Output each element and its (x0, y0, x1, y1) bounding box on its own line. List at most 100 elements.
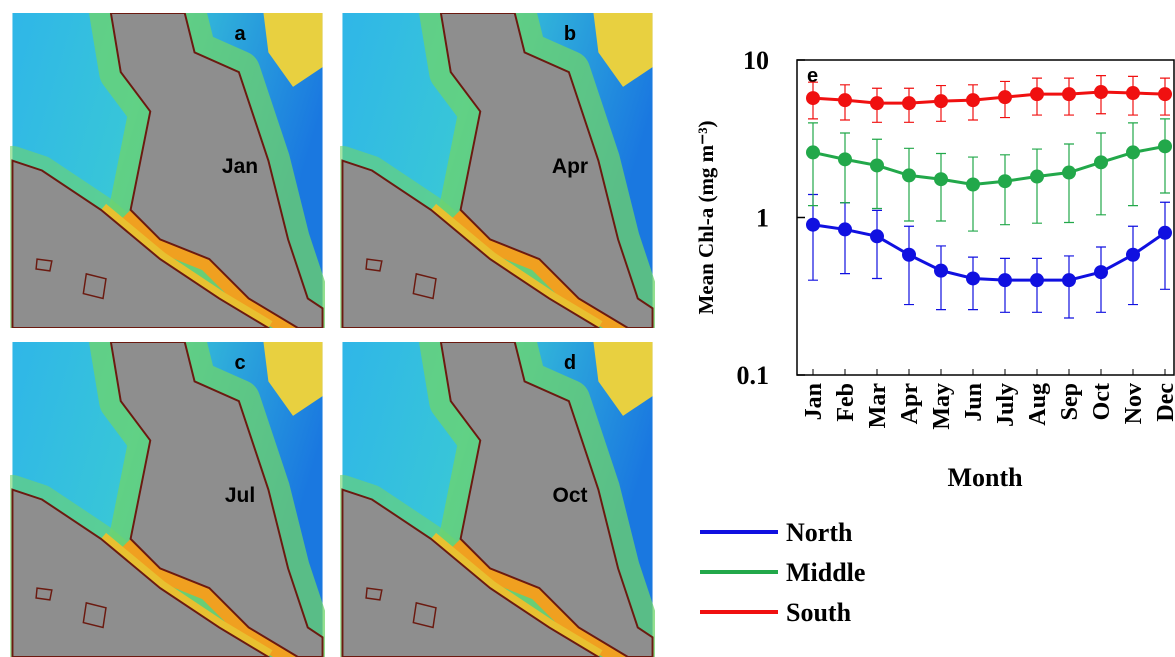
panel-letter: c (234, 352, 245, 374)
error-bar (1096, 132, 1106, 216)
map-image (342, 342, 652, 657)
error-bar (904, 225, 914, 306)
x-tick-label: Oct (1089, 383, 1115, 420)
y-tick-label: 10 (743, 46, 769, 75)
data-point (806, 91, 820, 106)
data-point (966, 93, 980, 108)
y-tick-label: 1 (756, 204, 769, 233)
series-line (812, 223, 1166, 282)
data-point (806, 217, 820, 232)
data-point (1094, 265, 1108, 280)
map-image (12, 342, 322, 657)
data-point (966, 271, 980, 286)
data-point (870, 96, 884, 111)
error-bar (1096, 246, 1106, 313)
legend-label: South (786, 598, 852, 627)
error-bar (872, 209, 882, 280)
error-bar (968, 156, 978, 232)
panel-letter: b (564, 23, 576, 45)
month-label: Oct (552, 484, 587, 507)
error-bar (1160, 201, 1170, 290)
plot-frame (796, 59, 1175, 376)
data-point (998, 90, 1012, 105)
error-bar (1128, 122, 1138, 207)
error-bar (1128, 225, 1138, 306)
data-point (934, 263, 948, 278)
data-point (1126, 86, 1140, 101)
data-point (838, 222, 852, 237)
map-panels: a Jan b Apr c Jul d Oct (12, 13, 652, 657)
error-bar (936, 245, 946, 311)
x-tick-label: Sep (1057, 383, 1083, 420)
data-point (1062, 273, 1076, 288)
data-point (934, 172, 948, 187)
data-point (966, 177, 980, 192)
data-point (1126, 247, 1140, 262)
month-label: Jul (225, 484, 255, 507)
data-point (870, 229, 884, 244)
x-axis-label: Month (947, 463, 1023, 492)
error-bar (1064, 143, 1074, 224)
legend-label: Middle (786, 558, 865, 587)
error-bar (936, 152, 946, 222)
series-line (812, 144, 1166, 187)
x-tick-label: July (993, 383, 1019, 427)
map-panel: a Jan (12, 13, 322, 328)
data-point (934, 94, 948, 109)
x-tick-label: Feb (833, 383, 859, 422)
x-tick-label: Dec (1153, 383, 1175, 422)
data-point (1030, 273, 1044, 288)
map-panel: c Jul (12, 342, 322, 657)
data-point (838, 152, 852, 167)
map-panel: d Oct (342, 342, 652, 657)
data-point (1126, 145, 1140, 160)
data-point (998, 174, 1012, 189)
error-bar (808, 193, 818, 281)
data-point (1030, 87, 1044, 102)
panel-label: e (807, 65, 818, 87)
panel-letter: d (564, 352, 576, 374)
data-point (1094, 155, 1108, 170)
data-point (1158, 139, 1172, 154)
x-tick-label: Jan (801, 383, 827, 420)
series-line (812, 90, 1166, 105)
data-point (838, 93, 852, 108)
error-bar (1000, 154, 1010, 226)
error-bar (1032, 148, 1042, 224)
chart: e 0.1 1 10 Mean Chl-a (mg m⁻³) Jan Feb Mar Apr Ma… (694, 46, 1175, 627)
legend-label: North (786, 518, 853, 547)
x-tick-label: Mar (865, 383, 891, 429)
data-point (806, 145, 820, 160)
x-tick-label: Aug (1025, 383, 1051, 426)
data-point (998, 273, 1012, 288)
x-tick-label: May (929, 383, 955, 430)
error-bar (840, 132, 850, 204)
panel-letter: a (234, 23, 246, 45)
month-label: Jan (222, 155, 258, 178)
data-point (870, 158, 884, 173)
data-point (902, 96, 916, 111)
map-panel: b Apr (342, 13, 652, 328)
y-axis-label: Mean Chl-a (mg m⁻³) (694, 120, 718, 314)
data-point (1158, 225, 1172, 240)
data-point (902, 247, 916, 262)
x-tick-label: Apr (897, 383, 923, 425)
x-tick-label: Jun (961, 383, 987, 422)
map-image (342, 13, 652, 328)
month-label: Apr (552, 155, 588, 178)
error-bar (904, 147, 914, 222)
error-bar (840, 202, 850, 275)
map-image (12, 13, 322, 328)
y-tick-label: 0.1 (737, 361, 770, 390)
data-point (1030, 169, 1044, 184)
data-point (902, 168, 916, 183)
error-bar (808, 122, 818, 207)
data-point (1094, 85, 1108, 100)
x-tick-label: Nov (1121, 383, 1147, 424)
error-bar (872, 138, 882, 210)
data-point (1062, 165, 1076, 180)
data-point (1062, 87, 1076, 102)
error-bar (1160, 118, 1170, 194)
